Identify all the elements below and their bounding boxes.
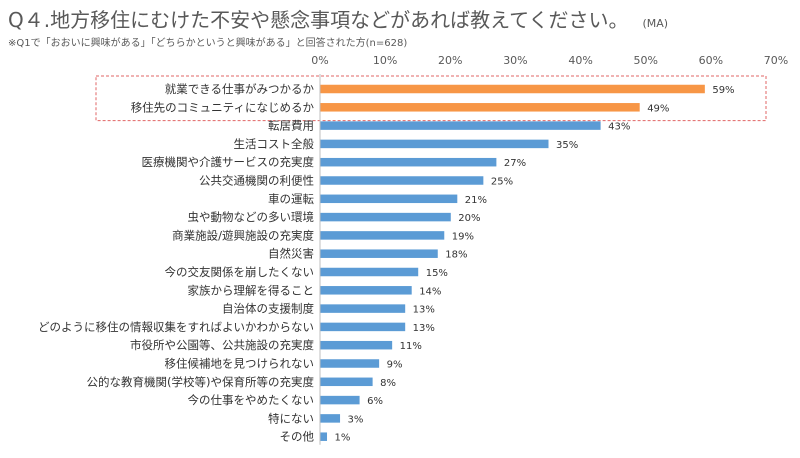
bar [320, 340, 393, 350]
data-label: 13% [413, 323, 435, 334]
data-label: 35% [556, 140, 578, 151]
bar [320, 359, 380, 368]
bar [320, 212, 451, 222]
data-label: 13% [413, 305, 435, 316]
category-label: 自然災害 [268, 247, 314, 261]
highlight-box [95, 75, 767, 122]
data-label: 25% [491, 177, 513, 188]
data-label: 20% [458, 213, 480, 224]
bar [320, 139, 549, 149]
bar [320, 414, 341, 423]
bar [320, 304, 406, 313]
data-label: 59% [712, 85, 734, 96]
bar [320, 176, 484, 185]
data-label: 19% [452, 231, 474, 242]
data-label: 11% [400, 341, 422, 352]
bar [320, 249, 438, 258]
bar [320, 84, 705, 94]
bar [320, 121, 601, 130]
category-label: 今の仕事をやめたくない [188, 393, 315, 407]
bar [320, 267, 419, 277]
category-label: 虫や動物などの多い環境 [188, 210, 315, 224]
data-label: 21% [465, 195, 487, 206]
category-label: 転居費用 [268, 119, 314, 133]
bar [320, 194, 458, 204]
category-label: その他 [280, 430, 315, 444]
data-label: 49% [647, 103, 669, 114]
bar [320, 157, 497, 167]
bar [320, 432, 328, 441]
category-label: どのように移住の情報収集をすればよいかわからない [38, 320, 314, 334]
data-label: 14% [419, 286, 441, 297]
x-tick-label: 30% [503, 54, 527, 67]
bar [320, 103, 640, 112]
data-label: 8% [380, 378, 396, 389]
category-label: 車の運転 [268, 192, 314, 206]
category-label: 生活コスト全般 [234, 137, 315, 151]
category-label: 商業施設/遊興施設の充実度 [172, 228, 314, 242]
category-label: 公的な教育機関(学校等)や保育所等の充実度 [87, 375, 315, 389]
category-label: 就業できる仕事がみつかるか [165, 82, 315, 96]
x-tick-label: 40% [568, 54, 592, 67]
category-label: 自治体の支援制度 [222, 302, 314, 316]
data-label: 6% [367, 396, 383, 407]
data-label: 15% [426, 268, 448, 279]
data-label: 9% [387, 360, 403, 371]
data-label: 1% [335, 433, 351, 444]
category-label: 特にない [268, 411, 314, 425]
category-label: 今の交友関係を崩したくない [165, 265, 315, 279]
category-label: 市役所や公園等、公共施設の充実度 [130, 338, 314, 352]
bar [320, 286, 412, 295]
x-tick-label: 10% [373, 54, 397, 67]
question-title-text: Q４.地方移住にむけた不安や懸念事項などがあれば教えてください。 [8, 8, 629, 32]
data-label: 18% [445, 250, 467, 261]
data-label: 27% [504, 158, 526, 169]
bar [320, 322, 406, 332]
data-label: 43% [608, 122, 630, 133]
category-label: 移住候補地を見つけられない [165, 357, 315, 371]
category-label: 医療機関や介護サービスの充実度 [142, 155, 315, 169]
bar [320, 377, 373, 387]
x-tick-label: 70% [764, 54, 788, 67]
category-label: 移住先のコミュニティになじめるか [131, 100, 315, 114]
bar [320, 231, 445, 240]
x-tick-label: 20% [438, 54, 462, 67]
data-label: 3% [348, 414, 364, 425]
x-tick-label: 50% [633, 54, 657, 67]
question-title: Q４.地方移住にむけた不安や懸念事項などがあれば教えてください。 (MA) [8, 4, 668, 33]
category-label: 公共交通機関の利便性 [199, 174, 314, 188]
category-label: 家族から理解を得ること [188, 283, 315, 297]
unit-label: (MA) [642, 17, 669, 30]
x-tick-label: 60% [699, 54, 723, 67]
x-tick-label: 0% [311, 54, 328, 67]
bar [320, 395, 360, 405]
respondent-note: ※Q1で「おおいに興味がある」「どちらかというと興味がある」と回答された方(n=… [8, 38, 408, 49]
